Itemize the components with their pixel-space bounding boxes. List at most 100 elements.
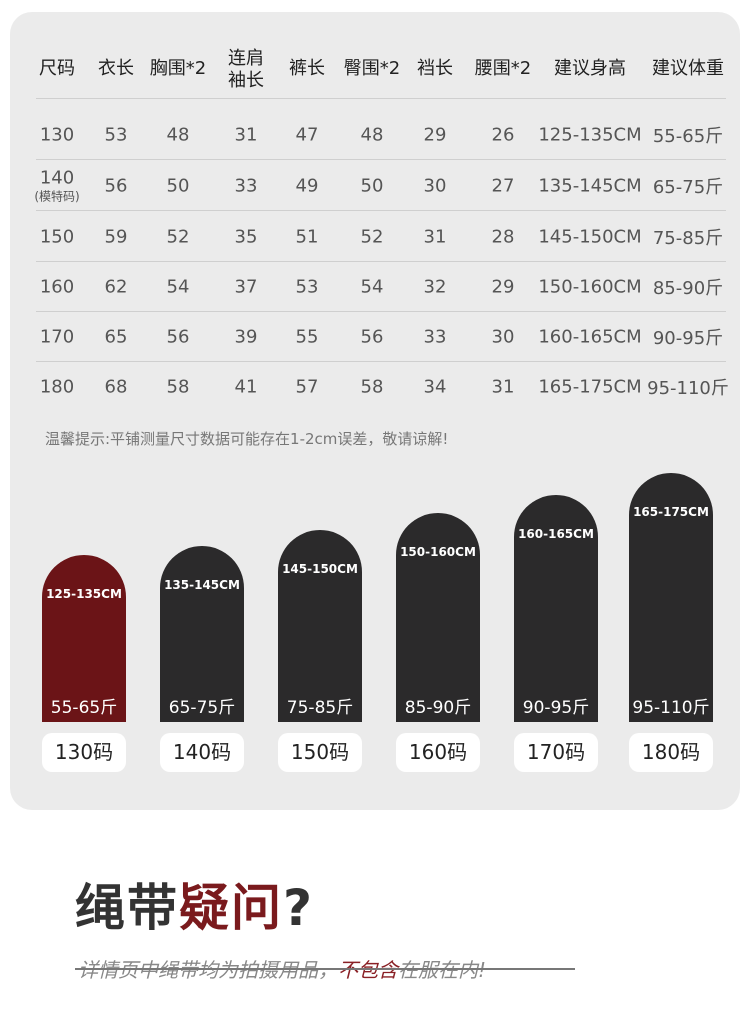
table-cell: 50: [360, 175, 384, 197]
arch-weight: 85-90斤: [404, 698, 472, 718]
size-note: (模特码): [34, 189, 80, 204]
table-cell: 51: [295, 226, 319, 248]
table-cell: 30: [491, 326, 515, 348]
table-cell: 56: [104, 175, 128, 197]
table-cell: 57: [295, 376, 319, 398]
table-cell: 135-145CM: [538, 175, 642, 197]
size-cell: 160: [39, 276, 75, 298]
table-cell: 53: [104, 124, 128, 146]
size-cell: 130: [39, 124, 75, 146]
table-cell: 56: [360, 326, 384, 348]
table-cell: 52: [360, 226, 384, 248]
size-panel: [10, 12, 740, 810]
subtitle: 详情页中绳带均为拍摄用品，不包含在服在内!: [78, 954, 486, 983]
table-cell: 26: [491, 124, 515, 146]
table-cell: 41: [234, 376, 258, 398]
arch-height: 125-135CM: [46, 587, 122, 601]
table-cell: 27: [491, 175, 515, 197]
arch-weight: 65-75斤: [168, 698, 236, 718]
table-cell: 165-175CM: [538, 376, 642, 398]
header-cell: 臀围*2: [343, 58, 401, 79]
table-cell: 95-110斤: [647, 378, 729, 399]
table-cell: 33: [234, 175, 258, 197]
size-pill: 180码: [629, 733, 713, 772]
table-cell: 28: [491, 226, 515, 248]
table-cell: 34: [423, 376, 447, 398]
table-cell: 145-150CM: [538, 226, 642, 248]
arch-height: 165-175CM: [633, 505, 709, 519]
table-cell: 49: [295, 175, 319, 197]
table-cell: 48: [166, 124, 190, 146]
arch-weight: 75-85斤: [286, 698, 354, 718]
size-arch: 135-145CM 65-75斤: [160, 546, 244, 722]
arch-height: 145-150CM: [282, 562, 358, 576]
size-arch: 150-160CM 85-90斤: [396, 513, 480, 722]
size-pill: 130码: [42, 733, 126, 772]
table-cell: 150-160CM: [538, 276, 642, 298]
table-cell: 55: [295, 326, 319, 348]
table-cell: 65: [104, 326, 128, 348]
table-cell: 52: [166, 226, 190, 248]
size-cell: 180: [39, 376, 75, 398]
subtitle-part: 不包含: [338, 958, 398, 982]
strike-line: [75, 968, 575, 970]
table-cell: 39: [234, 326, 258, 348]
table-cell: 75-85斤: [652, 228, 724, 249]
header-cell: 衣长: [98, 58, 134, 79]
arch-height: 160-165CM: [518, 527, 594, 541]
header-cell: 建议身高: [554, 58, 626, 79]
size-arch: 125-135CM 55-65斤: [42, 555, 126, 722]
size-arch: 145-150CM 75-85斤: [278, 530, 362, 722]
table-cell: 56: [166, 326, 190, 348]
size-arch: 160-165CM 90-95斤: [514, 495, 598, 722]
header-cell: 腰围*2: [474, 58, 532, 79]
arch-weight: 90-95斤: [522, 698, 590, 718]
header-cell: 尺码: [39, 58, 75, 79]
headline-part: ?: [283, 879, 315, 937]
arch-weight: 95-110斤: [632, 698, 710, 718]
size-cell: 170: [39, 326, 75, 348]
table-cell: 32: [423, 276, 447, 298]
table-cell: 125-135CM: [538, 124, 642, 146]
rule: [36, 98, 726, 99]
rule: [36, 159, 726, 160]
table-cell: 62: [104, 276, 128, 298]
table-cell: 58: [166, 376, 190, 398]
table-cell: 85-90斤: [652, 278, 724, 299]
table-cell: 30: [423, 175, 447, 197]
table-cell: 37: [234, 276, 258, 298]
subtitle-part: 在服在内!: [398, 958, 487, 982]
table-cell: 35: [234, 226, 258, 248]
header-cell: 裤长: [289, 58, 325, 79]
header-cell: 连肩袖长: [228, 48, 264, 91]
table-cell: 55-65斤: [652, 126, 724, 147]
table-cell: 31: [423, 226, 447, 248]
table-cell: 53: [295, 276, 319, 298]
rule: [36, 311, 726, 312]
table-cell: 58: [360, 376, 384, 398]
table-cell: 29: [423, 124, 447, 146]
table-cell: 90-95斤: [652, 328, 724, 349]
table-cell: 65-75斤: [652, 177, 724, 198]
header-cell: 胸围*2: [149, 58, 207, 79]
headline: 绳带疑问?: [75, 868, 314, 940]
arch-weight: 55-65斤: [50, 698, 118, 718]
table-cell: 160-165CM: [538, 326, 642, 348]
tip: 温馨提示:平铺测量尺寸数据可能存在1-2cm误差，敬请谅解!: [45, 430, 449, 448]
rule: [36, 261, 726, 262]
size-pill: 170码: [514, 733, 598, 772]
table-cell: 68: [104, 376, 128, 398]
table-cell: 54: [166, 276, 190, 298]
size-arch: 165-175CM 95-110斤: [629, 473, 713, 722]
table-cell: 31: [491, 376, 515, 398]
header-cell: 裆长: [417, 58, 453, 79]
size-pill: 160码: [396, 733, 480, 772]
size-cell: 150: [39, 226, 75, 248]
arch-height: 150-160CM: [400, 545, 476, 559]
table-cell: 31: [234, 124, 258, 146]
arch-height: 135-145CM: [164, 578, 240, 592]
table-cell: 47: [295, 124, 319, 146]
headline-part: 绳带: [75, 879, 179, 937]
subtitle-part: 详情页中绳带均为拍摄用品，: [78, 958, 338, 982]
table-cell: 48: [360, 124, 384, 146]
